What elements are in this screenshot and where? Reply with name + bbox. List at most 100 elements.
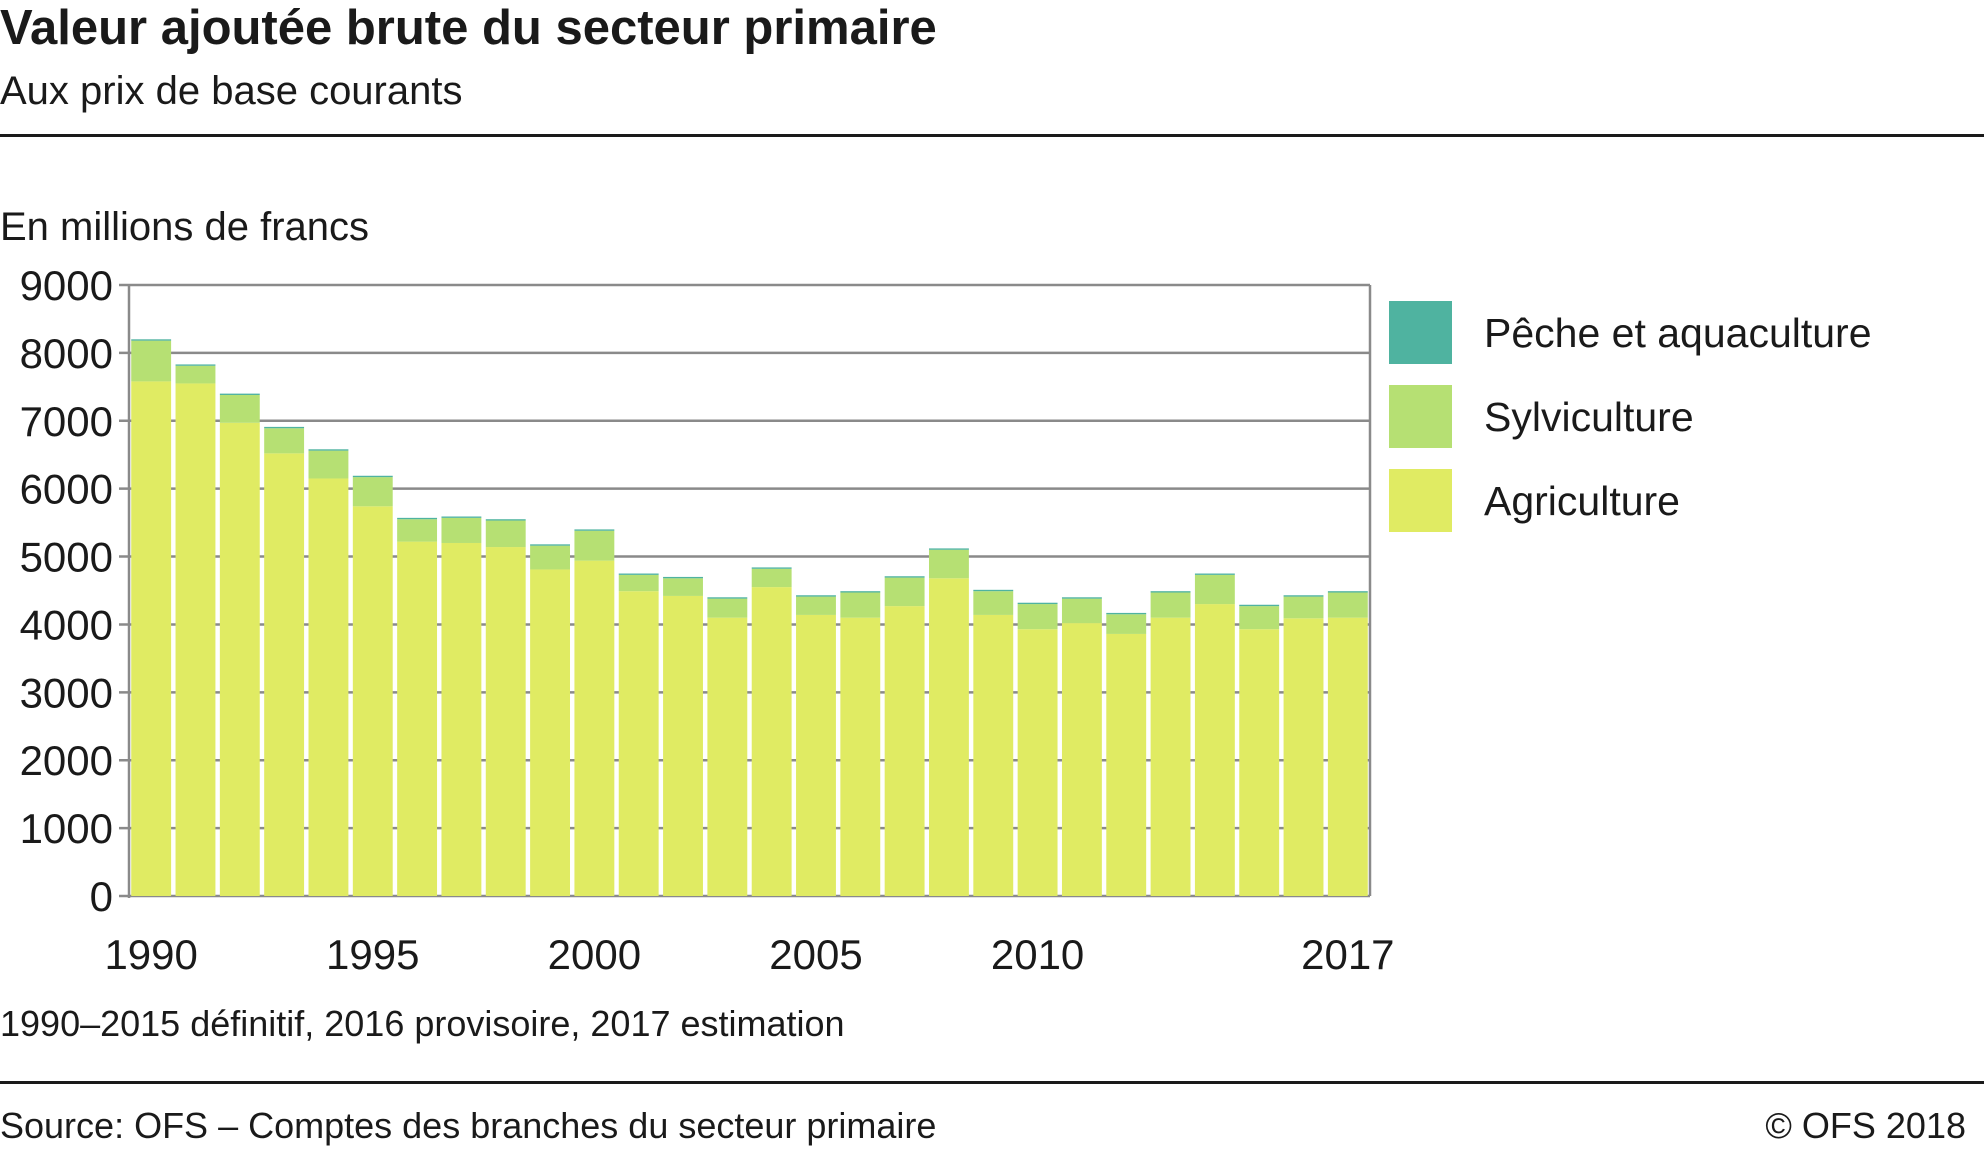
bar-p-che-et-aquaculture-2003 <box>707 597 748 599</box>
bar-sylviculture-1999 <box>530 545 570 570</box>
bar-sylviculture-2001 <box>618 574 659 592</box>
bar-sylviculture-2000 <box>574 530 615 561</box>
bar-p-che-et-aquaculture-2000 <box>574 529 615 531</box>
x-tick-label: 2005 <box>769 931 862 978</box>
bar-agriculture-2013 <box>1150 617 1191 896</box>
bar-sylviculture-1996 <box>397 519 438 542</box>
legend-swatch <box>1389 301 1452 364</box>
bar-p-che-et-aquaculture-1992 <box>219 393 260 395</box>
bar-agriculture-2007 <box>884 606 925 896</box>
bar-agriculture-2010 <box>1017 629 1058 896</box>
bar-agriculture-1990 <box>131 381 172 896</box>
bar-p-che-et-aquaculture-1991 <box>175 364 216 366</box>
bar-p-che-et-aquaculture-1997 <box>441 516 482 518</box>
bar-sylviculture-1990 <box>131 340 172 382</box>
bar-sylviculture-2014 <box>1194 574 1235 605</box>
legend-label: Sylviculture <box>1484 394 1694 440</box>
bar-sylviculture-1995 <box>352 477 393 507</box>
bar-p-che-et-aquaculture-1990 <box>131 339 172 341</box>
bar-sylviculture-2016 <box>1283 596 1324 619</box>
bar-p-che-et-aquaculture-2004 <box>751 567 792 569</box>
bar-agriculture-1993 <box>264 453 305 896</box>
bar-agriculture-2006 <box>840 617 881 896</box>
source-note: Source: OFS – Comptes des branches du se… <box>0 1105 937 1146</box>
bar-p-che-et-aquaculture-1998 <box>485 519 526 521</box>
bar-p-che-et-aquaculture-2009 <box>973 589 1014 592</box>
bar-agriculture-1994 <box>308 478 349 896</box>
bar-p-che-et-aquaculture-2010 <box>1017 602 1058 605</box>
bar-sylviculture-1994 <box>308 450 349 479</box>
y-tick-label: 4000 <box>20 601 113 648</box>
bar-agriculture-1999 <box>530 569 570 896</box>
top-divider <box>0 134 1984 137</box>
bar-agriculture-2017 <box>1327 617 1368 896</box>
bar-sylviculture-1998 <box>485 520 526 548</box>
copyright: © OFS 2018 <box>1765 1105 1966 1146</box>
bar-agriculture-2001 <box>618 591 659 896</box>
bar-agriculture-2003 <box>707 617 748 896</box>
x-tick-label: 2000 <box>548 931 641 978</box>
x-tick-label: 2017 <box>1301 931 1394 978</box>
bar-p-che-et-aquaculture-2006 <box>840 591 881 593</box>
bar-p-che-et-aquaculture-2007 <box>884 576 925 578</box>
legend-swatch <box>1389 469 1452 532</box>
x-tick-label: 1990 <box>104 931 197 978</box>
bar-agriculture-2009 <box>973 614 1014 896</box>
bar-agriculture-1997 <box>441 542 482 896</box>
bar-p-che-et-aquaculture-2002 <box>663 576 703 579</box>
bar-p-che-et-aquaculture-2016 <box>1283 595 1324 597</box>
bar-sylviculture-2005 <box>796 596 836 615</box>
bar-agriculture-2012 <box>1106 633 1147 896</box>
bar-agriculture-1991 <box>175 383 216 896</box>
y-tick-label: 0 <box>90 873 113 920</box>
bar-sylviculture-2003 <box>707 598 748 618</box>
bar-p-che-et-aquaculture-2005 <box>796 595 836 597</box>
bar-sylviculture-1993 <box>264 428 305 454</box>
bar-agriculture-2004 <box>751 587 792 896</box>
bar-sylviculture-1997 <box>441 517 482 543</box>
chart-subtitle: Aux prix de base courants <box>0 69 463 113</box>
bar-agriculture-1996 <box>397 541 438 896</box>
bar-sylviculture-2006 <box>840 592 881 618</box>
y-tick-label: 2000 <box>20 737 113 784</box>
bar-agriculture-2008 <box>929 578 969 896</box>
bar-sylviculture-1992 <box>219 394 260 423</box>
legend-label: Agriculture <box>1484 478 1680 524</box>
bar-agriculture-1998 <box>485 547 526 896</box>
bar-p-che-et-aquaculture-1993 <box>264 426 305 429</box>
y-tick-label: 1000 <box>20 805 113 852</box>
bar-agriculture-2016 <box>1283 618 1324 896</box>
bar-sylviculture-2008 <box>929 549 969 579</box>
data-status-note: 1990–2015 définitif, 2016 provisoire, 20… <box>0 1003 845 1044</box>
bottom-divider <box>0 1081 1984 1084</box>
y-tick-label: 7000 <box>20 398 113 445</box>
y-tick-label: 9000 <box>20 262 113 309</box>
bar-agriculture-2015 <box>1239 629 1280 896</box>
bar-sylviculture-2010 <box>1017 604 1058 630</box>
legend-label: Pêche et aquaculture <box>1484 310 1872 356</box>
x-tick-label: 2010 <box>991 931 1084 978</box>
bar-p-che-et-aquaculture-2001 <box>618 573 659 575</box>
y-tick-label: 8000 <box>20 330 113 377</box>
y-axis-unit-label: En millions de francs <box>0 205 370 249</box>
bar-p-che-et-aquaculture-2014 <box>1194 573 1235 575</box>
bar-p-che-et-aquaculture-2013 <box>1150 591 1191 593</box>
y-tick-label: 6000 <box>20 466 113 513</box>
bar-p-che-et-aquaculture-2017 <box>1327 591 1368 593</box>
bar-agriculture-2000 <box>574 560 615 896</box>
legend-swatch <box>1389 385 1452 448</box>
bar-p-che-et-aquaculture-1999 <box>530 544 570 546</box>
bar-sylviculture-2007 <box>884 577 925 607</box>
bar-agriculture-2011 <box>1061 623 1102 896</box>
bar-p-che-et-aquaculture-1995 <box>352 475 393 478</box>
bar-sylviculture-2017 <box>1327 592 1368 618</box>
bar-p-che-et-aquaculture-1994 <box>308 449 349 451</box>
bar-sylviculture-2013 <box>1150 592 1191 618</box>
bar-p-che-et-aquaculture-2008 <box>929 548 969 550</box>
bar-p-che-et-aquaculture-1996 <box>397 517 438 520</box>
bar-sylviculture-2012 <box>1106 614 1147 634</box>
x-tick-label: 1995 <box>326 931 419 978</box>
bar-p-che-et-aquaculture-2012 <box>1106 612 1147 615</box>
bar-sylviculture-2015 <box>1239 606 1280 630</box>
